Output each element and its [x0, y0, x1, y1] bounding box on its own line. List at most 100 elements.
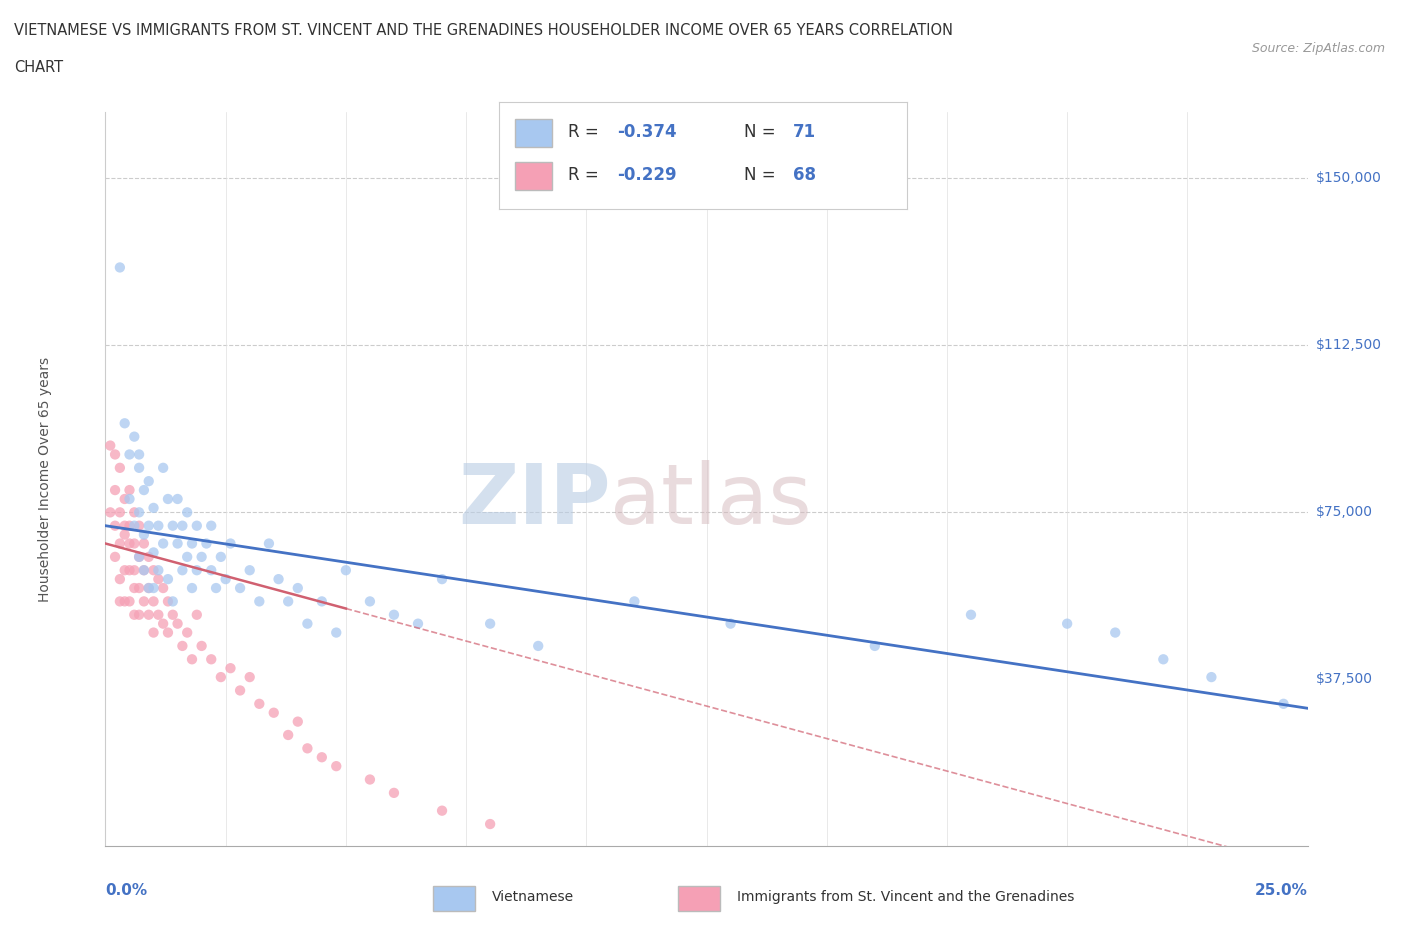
Point — [430, 572, 453, 587]
Point — [200, 518, 222, 533]
Point — [623, 594, 645, 609]
Text: R =: R = — [568, 166, 605, 184]
Text: -0.229: -0.229 — [617, 166, 678, 184]
Point — [108, 505, 131, 520]
Text: Source: ZipAtlas.com: Source: ZipAtlas.com — [1251, 42, 1385, 55]
Text: $75,000: $75,000 — [1316, 505, 1372, 519]
Point — [128, 550, 150, 565]
Point — [118, 483, 141, 498]
Text: ZIP: ZIP — [458, 460, 610, 541]
Text: $150,000: $150,000 — [1316, 171, 1382, 185]
Point — [104, 447, 127, 462]
Point — [205, 580, 228, 595]
Point — [720, 617, 742, 631]
Point — [138, 518, 160, 533]
Point — [148, 607, 170, 622]
Point — [118, 536, 141, 551]
FancyBboxPatch shape — [516, 162, 553, 190]
Point — [128, 447, 150, 462]
Point — [128, 460, 150, 475]
Point — [166, 617, 188, 631]
Point — [98, 505, 121, 520]
Point — [128, 518, 150, 533]
Text: N =: N = — [744, 166, 780, 184]
Point — [156, 625, 179, 640]
Point — [132, 483, 155, 498]
Point — [132, 563, 155, 578]
Point — [118, 518, 141, 533]
Point — [128, 550, 150, 565]
Point — [118, 447, 141, 462]
Point — [132, 527, 155, 542]
Point — [148, 572, 170, 587]
Point — [124, 563, 146, 578]
Point — [382, 607, 405, 622]
Point — [287, 580, 309, 595]
Point — [359, 594, 381, 609]
Point — [142, 594, 165, 609]
Text: -0.374: -0.374 — [617, 124, 678, 141]
Point — [114, 416, 136, 431]
Point — [124, 607, 146, 622]
Text: Householder Income Over 65 years: Householder Income Over 65 years — [38, 356, 52, 602]
Point — [148, 518, 170, 533]
Point — [239, 670, 262, 684]
Point — [1104, 625, 1126, 640]
Point — [172, 518, 194, 533]
Point — [108, 460, 131, 475]
Point — [186, 607, 208, 622]
Point — [181, 536, 204, 551]
Point — [114, 518, 136, 533]
Point — [195, 536, 218, 551]
Point — [239, 563, 262, 578]
Point — [359, 772, 381, 787]
Point — [138, 580, 160, 595]
Text: R =: R = — [568, 124, 605, 141]
FancyBboxPatch shape — [433, 885, 475, 911]
Point — [152, 617, 174, 631]
Point — [186, 518, 208, 533]
Point — [114, 527, 136, 542]
Point — [104, 550, 127, 565]
Point — [156, 492, 179, 507]
Point — [479, 817, 502, 831]
Point — [152, 580, 174, 595]
Point — [156, 594, 179, 609]
Point — [132, 563, 155, 578]
Point — [124, 518, 146, 533]
Text: N =: N = — [744, 124, 780, 141]
Point — [142, 545, 165, 560]
Point — [190, 639, 212, 654]
Point — [311, 750, 333, 764]
Point — [181, 580, 204, 595]
Point — [104, 518, 127, 533]
Point — [162, 518, 184, 533]
Point — [138, 550, 160, 565]
Text: atlas: atlas — [610, 460, 813, 541]
Point — [229, 683, 252, 698]
Point — [176, 550, 198, 565]
Text: Immigrants from St. Vincent and the Grenadines: Immigrants from St. Vincent and the Gren… — [737, 890, 1074, 905]
Point — [148, 563, 170, 578]
Point — [311, 594, 333, 609]
Point — [166, 492, 188, 507]
Point — [219, 660, 242, 675]
Point — [132, 536, 155, 551]
Point — [200, 563, 222, 578]
Point — [138, 580, 160, 595]
Text: 68: 68 — [793, 166, 815, 184]
Point — [263, 705, 285, 720]
Point — [98, 438, 121, 453]
Point — [118, 594, 141, 609]
Text: 25.0%: 25.0% — [1254, 884, 1308, 898]
Point — [479, 617, 502, 631]
Point — [162, 594, 184, 609]
Point — [960, 607, 983, 622]
Point — [108, 260, 131, 275]
Text: 71: 71 — [793, 124, 815, 141]
Text: $112,500: $112,500 — [1316, 339, 1382, 352]
Point — [128, 607, 150, 622]
Point — [247, 697, 270, 711]
Point — [325, 625, 347, 640]
Point — [142, 563, 165, 578]
